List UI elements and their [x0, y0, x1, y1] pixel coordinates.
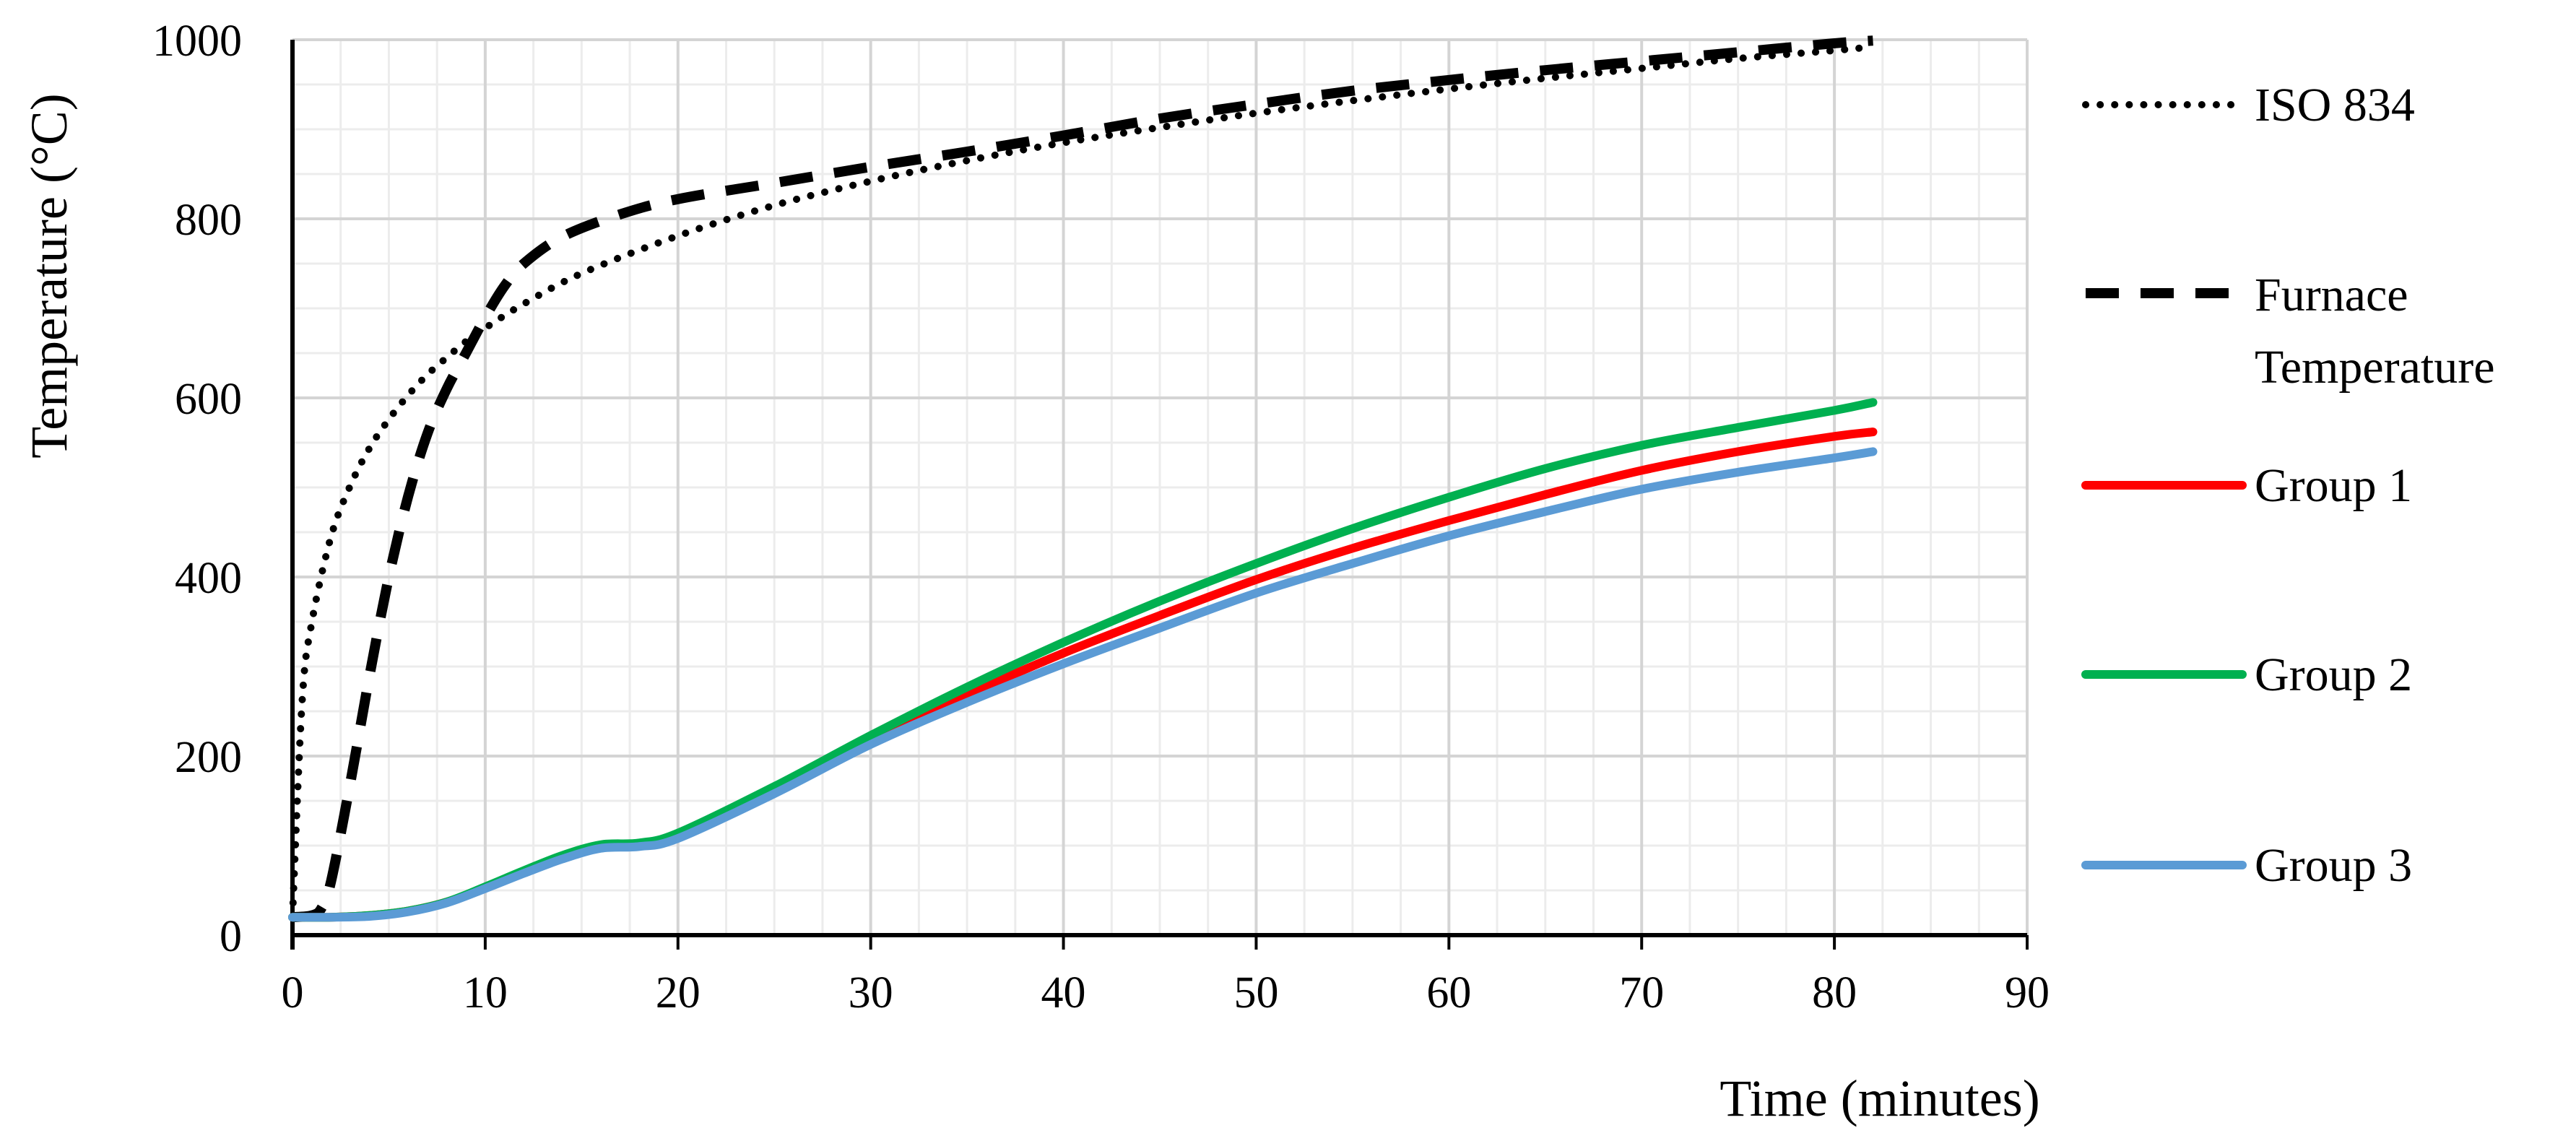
- legend-label-line: Temperature: [2255, 341, 2495, 394]
- x-tick-label: 60: [1426, 968, 1471, 1017]
- series-line-iso-834: [289, 43, 1877, 921]
- axes: [290, 40, 2029, 950]
- x-tick-label: 30: [849, 968, 893, 1017]
- x-tick-label: 90: [2005, 968, 2050, 1017]
- y-tick-label: 600: [175, 375, 242, 424]
- x-tick-label: 0: [282, 968, 304, 1017]
- x-tick-label: 20: [656, 968, 701, 1017]
- x-tick-label: 40: [1041, 968, 1086, 1017]
- x-tick-label: 50: [1233, 968, 1278, 1017]
- major-gridlines: [292, 38, 2029, 935]
- x-axis-title: Time (minutes): [1719, 1069, 2039, 1127]
- data-series: [288, 35, 1878, 923]
- series-line-furnace-temperature: [292, 35, 1873, 923]
- legend-label: Group 1: [2255, 459, 2412, 512]
- y-tick-label: 800: [175, 196, 242, 245]
- y-tick-label: 400: [175, 554, 242, 603]
- minor-gridlines: [291, 38, 2029, 937]
- tick-labels: 0 10 20 30 40 50 60 70 80 90 0 200 400 600 800 1000: [152, 17, 2050, 1017]
- legend-label: ISO 834: [2255, 79, 2415, 131]
- y-tick-label: 0: [220, 912, 242, 961]
- y-tick-label: 200: [175, 733, 242, 782]
- x-tick-label: 80: [1812, 968, 1857, 1017]
- legend: ISO 834 Furnace Temperature Group 1 Group 2 G…: [2081, 79, 2495, 892]
- series-line-group-3: [288, 447, 1878, 922]
- y-tick-label: 1000: [152, 17, 242, 66]
- x-tick-label: 10: [463, 968, 508, 1017]
- x-tick-label: 70: [1619, 968, 1664, 1017]
- legend-label: Group 2: [2255, 648, 2412, 701]
- legend-label: Group 3: [2255, 839, 2412, 892]
- y-axis-title: Temperature (°C): [20, 93, 78, 459]
- legend-label-line: Furnace: [2255, 269, 2408, 321]
